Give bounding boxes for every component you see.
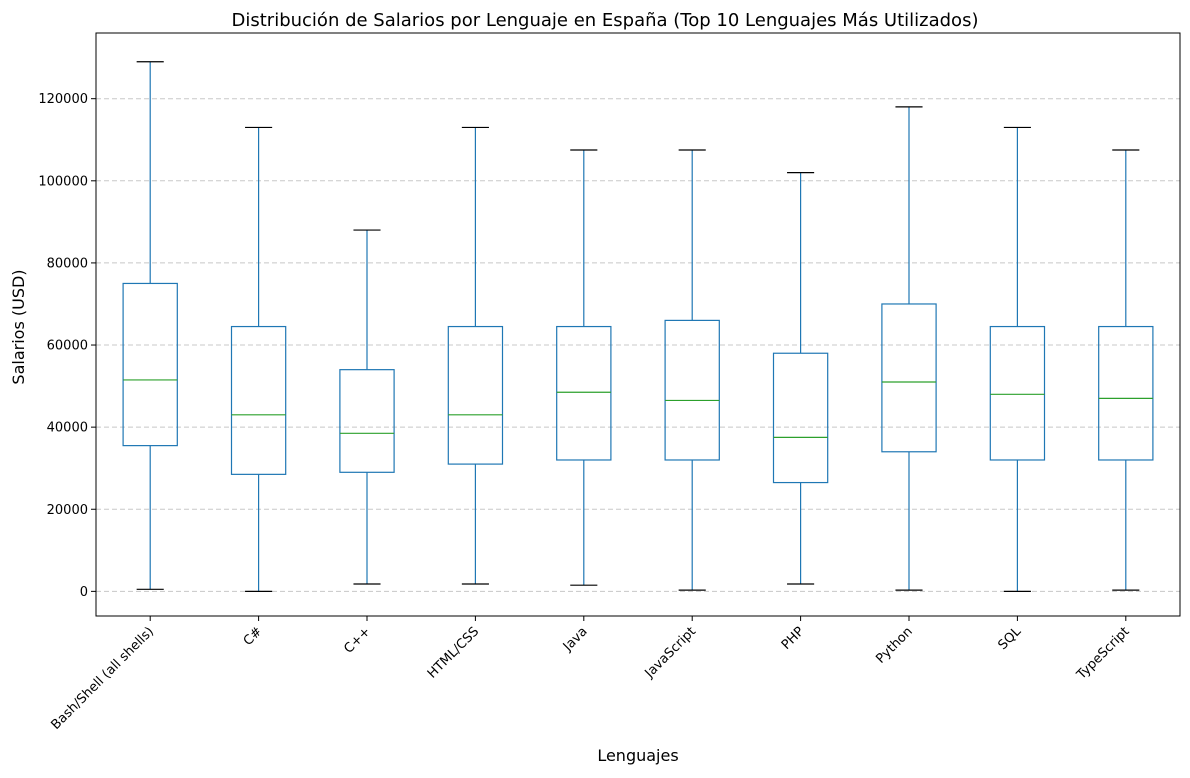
- y-tick-label: 20000: [47, 503, 88, 518]
- box-series: [122, 61, 1154, 592]
- x-tick-label: TypeScript: [1074, 624, 1133, 683]
- plot-frame: [95, 32, 1181, 617]
- x-tick-label: Java: [560, 624, 591, 655]
- y-tick-label: 60000: [47, 339, 88, 354]
- box-1: [230, 126, 287, 592]
- box-4: [556, 149, 612, 586]
- box-iqr: [1098, 325, 1154, 461]
- box-iqr: [556, 325, 612, 461]
- y-tick-label: 120000: [38, 92, 88, 107]
- x-tick-label: JavaScript: [642, 624, 699, 681]
- y-axis: 0 20000 40000 60000 80000 100000 120000: [38, 92, 96, 600]
- box-3: [447, 126, 504, 585]
- box-9: [1098, 149, 1154, 591]
- box-iqr: [989, 325, 1046, 461]
- box-iqr: [339, 369, 395, 473]
- box-iqr: [664, 319, 720, 461]
- x-tick-label: SQL: [995, 624, 1024, 653]
- chart-title: Distribución de Salarios por Lenguaje en…: [232, 10, 979, 31]
- box-iqr: [230, 325, 287, 475]
- box-5: [664, 149, 720, 591]
- x-axis-label: Lenguajes: [597, 746, 678, 765]
- box-iqr: [447, 325, 504, 465]
- x-tick-label: C++: [341, 624, 373, 656]
- box-iqr: [772, 352, 829, 484]
- y-tick-label: 0: [80, 585, 88, 600]
- y-tick-label: 100000: [38, 174, 88, 189]
- x-axis: Bash/Shell (all shells) C# C++ HTML/CSS Java…: [48, 616, 1133, 733]
- box-iqr: [881, 303, 937, 453]
- y-tick-label: 40000: [47, 421, 88, 436]
- x-tick-label: Python: [873, 624, 915, 666]
- box-7: [881, 106, 937, 591]
- y-tick-label: 80000: [47, 256, 88, 271]
- box-iqr: [122, 282, 178, 447]
- box-6: [772, 171, 829, 585]
- box-8: [989, 126, 1046, 592]
- y-axis-label: Salarios (USD): [9, 269, 28, 384]
- grid-lines: [96, 98, 1180, 592]
- box-0: [122, 61, 178, 590]
- x-tick-label: C#: [241, 624, 266, 649]
- x-tick-label: Bash/Shell (all shells): [48, 624, 157, 733]
- x-tick-label: HTML/CSS: [425, 624, 482, 681]
- x-tick-label: PHP: [779, 624, 808, 653]
- box-2: [339, 229, 395, 585]
